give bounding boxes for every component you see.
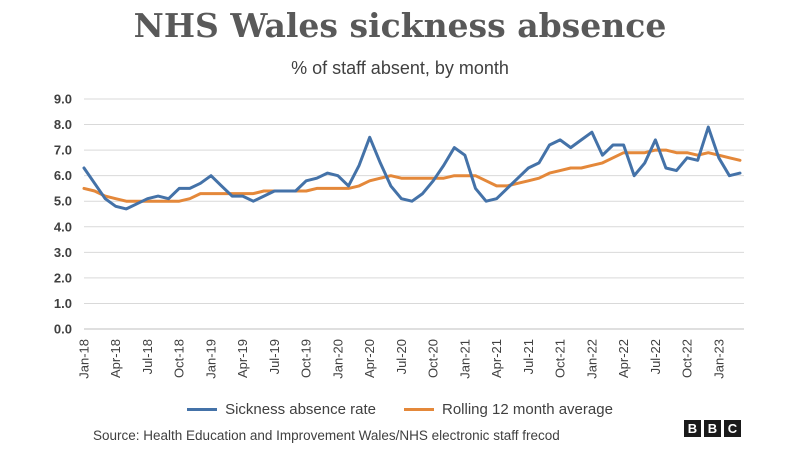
legend-label-sickness: Sickness absence rate [225,401,376,418]
y-tick-label: 3.0 [54,245,72,260]
series-line-sickness [82,125,742,211]
x-tick-label: Jul-20 [394,339,409,374]
x-tick-label: Jan-18 [77,339,92,379]
x-tick-label: Apr-18 [108,339,123,378]
x-tick-label: Apr-20 [362,339,377,378]
x-tick-label: Oct-22 [680,339,695,378]
x-tick-label: Oct-19 [299,339,314,378]
x-tick-label: Oct-21 [553,339,568,378]
y-tick-label: 5.0 [54,194,72,209]
bbc-logo-letter: B [704,420,721,437]
y-tick-label: 7.0 [54,143,72,158]
legend-label-rolling: Rolling 12 month average [441,401,613,418]
y-tick-label: 4.0 [54,219,72,234]
legend-item-sickness: Sickness absence rate [187,401,376,418]
x-tick-label: Jan-20 [330,339,345,379]
x-tick-label: Apr-22 [616,339,631,378]
legend-item-rolling: Rolling 12 month average [403,401,613,418]
x-axis-ticks: Jan-18 Apr-18 Jul-18 Oct-18 Jan-19 Apr-19 Jul-… [77,339,727,379]
gridlines [84,98,744,330]
x-tick-label: Jan-22 [584,339,599,379]
x-tick-label: Jan-21 [457,339,472,379]
y-tick-label: 2.0 [54,270,72,285]
x-tick-label: Jul-19 [267,339,282,374]
legend-swatch-sickness [187,408,218,411]
y-tick-label: 0.0 [54,322,72,337]
x-tick-label: Apr-21 [489,339,504,378]
source-note: Source: Health Education and Improvement… [93,428,560,443]
x-tick-label: Jan-19 [203,339,218,379]
x-tick-label: Oct-18 [172,339,187,378]
y-axis-ticks: 0.0 1.0 2.0 3.0 4.0 5.0 6.0 7.0 8.0 9.0 [54,92,72,337]
series-line-rolling [82,148,742,203]
y-tick-label: 8.0 [54,117,72,132]
x-tick-label: Jul-22 [648,339,663,374]
chart-subtitle: % of staff absent, by month [291,58,509,78]
chart-title: NHS Wales sickness absence [133,6,667,45]
y-tick-label: 6.0 [54,168,72,183]
x-tick-label: Apr-19 [235,339,250,378]
series-lines [82,125,742,211]
x-tick-label: Jan-23 [711,339,726,379]
legend: Sickness absence rate Rolling 12 month a… [0,401,800,418]
x-tick-label: Jul-21 [521,339,536,374]
x-tick-label: Oct-20 [426,339,441,378]
bbc-logo: B B C [684,420,741,437]
bbc-logo-letter: B [684,420,701,437]
bbc-logo-letter: C [724,420,741,437]
legend-swatch-rolling [403,408,434,411]
x-tick-label: Jul-18 [140,339,155,374]
y-tick-label: 1.0 [54,296,72,311]
y-tick-label: 9.0 [54,92,72,107]
